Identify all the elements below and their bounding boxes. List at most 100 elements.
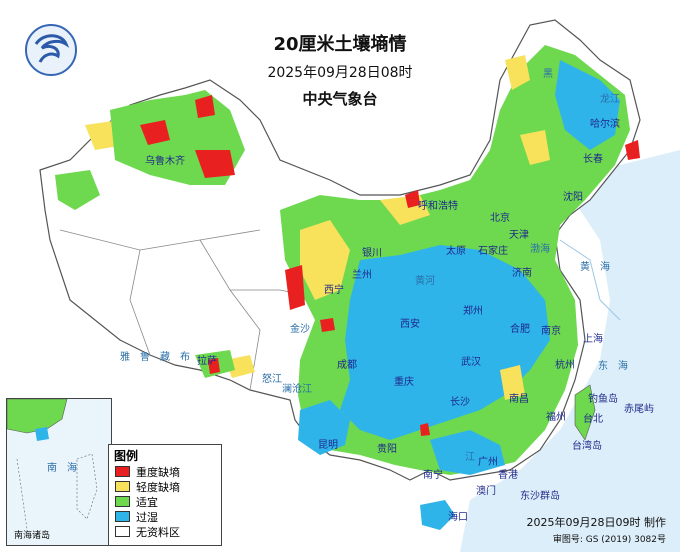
map-datetime: 2025年09月28日08时 (267, 65, 413, 81)
city-label-xining: 西宁 (324, 285, 344, 296)
legend-item: 轻度缺墒 (115, 479, 221, 494)
region-severe-drought-tibet (208, 358, 220, 374)
city-label-chongqing: 重庆 (394, 377, 414, 388)
sea-area (460, 150, 680, 552)
region-severe-drought-xj2 (140, 120, 170, 145)
region-severe-drought-ne (625, 140, 640, 160)
label-longjiang: 龙江 (600, 94, 620, 105)
label-east-sea: 东 海 (598, 361, 628, 372)
region-wet-south (430, 430, 505, 475)
legend-label: 无资料区 (136, 525, 180, 539)
city-label-urumqi: 乌鲁木齐 (145, 156, 185, 167)
region-wet-northeast (555, 60, 620, 150)
city-label-hohhot: 呼和浩特 (418, 201, 458, 212)
label-taiwan: 台湾岛 (572, 441, 602, 452)
cma-logo-icon (25, 24, 77, 76)
city-label-yinchuan: 银川 (362, 248, 382, 259)
city-label-beijing: 北京 (490, 213, 510, 224)
city-label-lhasa: 拉萨 (197, 356, 217, 367)
inset-map (6, 398, 111, 545)
region-severe-drought-gs (320, 318, 335, 332)
coast-line (559, 239, 621, 321)
city-label-nanning: 南宁 (423, 470, 443, 481)
city-label-shenyang: 沈阳 (563, 192, 583, 203)
city-label-shanghai: 上海 (583, 334, 603, 345)
city-label-jinan: 济南 (512, 268, 532, 279)
legend: 图例 重度缺墒 轻度缺墒 适宜 过湿 无资料区 (108, 444, 222, 546)
region-wet-taiwan (574, 384, 596, 441)
label-chiwei: 赤尾屿 (624, 404, 654, 415)
city-label-nanjing: 南京 (541, 326, 561, 337)
city-label-xian: 西安 (400, 319, 420, 330)
region-light-drought-ne (505, 55, 530, 90)
label-bohai: 渤海 (530, 244, 550, 255)
label-jiang: 江 (465, 452, 475, 463)
legend-item: 适宜 (115, 494, 221, 509)
city-label-guangzhou: 广州 (478, 457, 498, 468)
region-severe-drought-qh (285, 265, 305, 310)
region-wet-central (340, 245, 550, 440)
region-suitable-xj2 (55, 170, 100, 210)
city-label-kunming: 昆明 (318, 440, 338, 451)
city-label-nanchang: 南昌 (509, 394, 529, 405)
city-label-chengdu: 成都 (337, 360, 357, 371)
region-severe-drought-xj (195, 150, 235, 178)
region-wet-southwest (298, 400, 350, 455)
city-label-lanzhou: 兰州 (352, 270, 372, 281)
province-borders (59, 229, 331, 391)
legend-item: 无资料区 (115, 524, 221, 539)
legend-label: 重度缺墒 (136, 465, 180, 479)
region-light-drought-north (300, 220, 350, 300)
footer-made: 2025年09月28日09时 制作 (526, 516, 666, 529)
label-huanghe: 黄河 (415, 276, 435, 287)
city-label-wuhan: 武汉 (461, 357, 481, 368)
legend-title: 图例 (114, 449, 139, 463)
region-light-drought-sc (500, 365, 525, 400)
city-label-fuzhou: 福州 (546, 412, 566, 423)
city-label-shijiazhuang: 石家庄 (478, 246, 508, 257)
city-label-changchun: 长春 (583, 154, 603, 165)
label-jinsha: 金沙 (290, 324, 310, 335)
city-label-haikou: 海口 (448, 512, 468, 523)
map-title: 20厘米土壤墒情 (273, 34, 407, 55)
label-diaoyu: 钓鱼岛 (588, 394, 618, 405)
map-agency: 中央气象台 (302, 90, 378, 108)
label-yellow-sea: 黄 海 (580, 262, 610, 273)
label-lancang: 澜沧江 (282, 384, 312, 395)
legend-swatch (115, 481, 130, 492)
legend-swatch (115, 511, 130, 522)
city-label-hefei: 合肥 (510, 324, 530, 335)
city-label-guiyang: 贵阳 (377, 444, 397, 455)
city-label-zhengzhou: 郑州 (463, 306, 483, 317)
region-light-drought-ne2 (520, 130, 550, 165)
city-label-hongkong: 香港 (498, 470, 518, 481)
city-label-hangzhou: 杭州 (555, 360, 575, 371)
footer-approval: 审图号: GS (2019) 3082号 (552, 535, 666, 545)
region-wet-hainan (420, 500, 455, 530)
label-nujiang: 怒江 (262, 374, 282, 385)
label-yarlung: 雅 鲁 藏 布 (120, 352, 190, 363)
legend-item: 重度缺墒 (115, 464, 221, 479)
legend-label: 过湿 (136, 510, 158, 524)
inset-sea-label: 南 海 (47, 463, 77, 474)
city-label-taibei: 台北 (583, 414, 603, 425)
region-severe-drought-gz (420, 423, 430, 436)
city-label-harbin: 哈尔滨 (590, 119, 620, 130)
south-china-sea-inset: 南 海 (6, 398, 112, 546)
label-dongsha: 东沙群岛 (520, 491, 560, 502)
city-label-changsha: 长沙 (450, 397, 470, 408)
legend-swatch (115, 466, 130, 477)
inset-label: 南海诸岛 (14, 531, 51, 541)
city-label-taiyuan: 太原 (446, 246, 466, 257)
label-hei: 黑 (543, 69, 553, 80)
city-label-macau: 澳门 (476, 486, 496, 497)
city-label-tianjin: 天津 (509, 230, 529, 241)
legend-label: 轻度缺墒 (136, 480, 180, 494)
legend-item: 过湿 (115, 509, 221, 524)
region-severe-drought-xj3 (195, 95, 215, 118)
legend-label: 适宜 (136, 495, 158, 509)
region-severe-drought-nm (405, 190, 420, 208)
legend-swatch (115, 496, 130, 507)
